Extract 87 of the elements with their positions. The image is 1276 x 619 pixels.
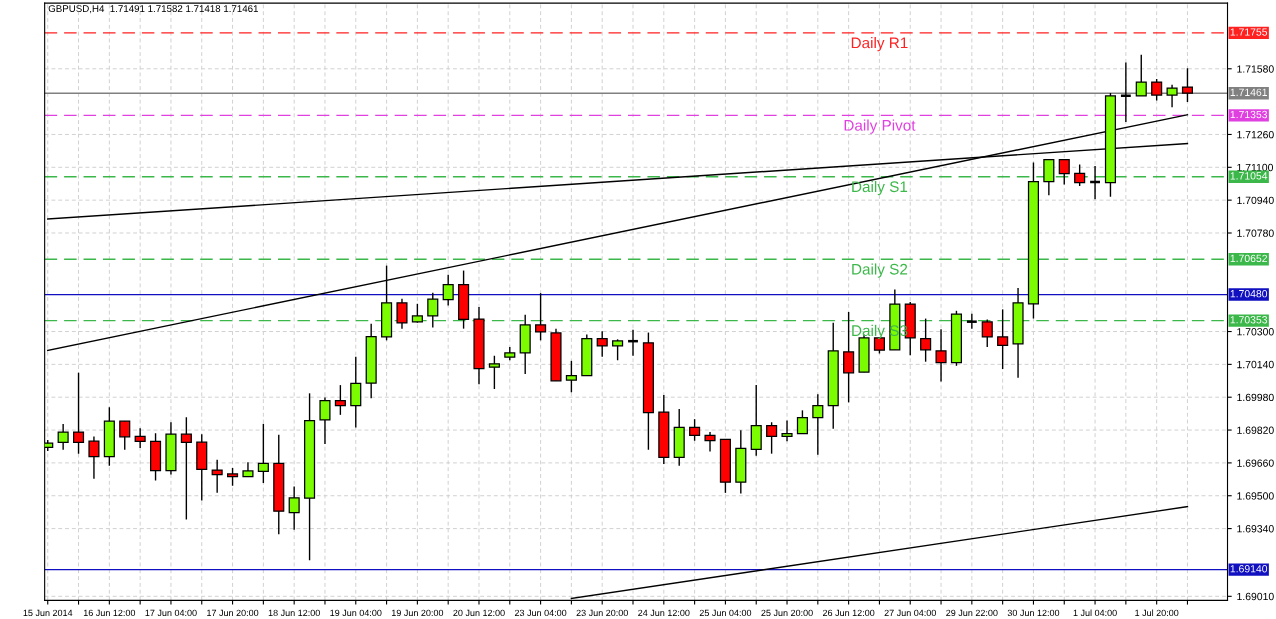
candlestick — [411, 303, 423, 324]
candlestick — [935, 328, 947, 383]
x-tick-label: 17 Jun 20:00 — [207, 609, 259, 617]
candlestick — [72, 372, 85, 455]
x-tick-label: 23 Jun 04:00 — [514, 609, 567, 617]
x-tick-label: 25 Jun 04:00 — [699, 609, 752, 617]
ref-line-label: 1.70652 — [1230, 254, 1268, 263]
candlestick — [1135, 54, 1147, 97]
candlestick — [442, 274, 454, 307]
candlestick — [796, 409, 808, 435]
x-tick-label: 30 Jun 12:00 — [1007, 609, 1060, 617]
x-tick-label: 15 Jun 2014 — [23, 609, 73, 617]
annotation: Daily Pivot — [844, 119, 916, 134]
candlestick — [288, 485, 300, 531]
annotation: Daily S1 — [852, 180, 908, 196]
candlestick — [319, 396, 331, 445]
y-tick-label: 1.70300 — [1237, 328, 1274, 336]
x-tick-label: 24 Jun 12:00 — [638, 609, 690, 617]
x-tick-label: 16 Jun 12:00 — [83, 609, 136, 617]
ref-line-label: 1.71461 — [1230, 88, 1268, 96]
candlestick — [1166, 84, 1178, 109]
x-tick-label: 19 Jun 20:00 — [391, 609, 444, 617]
candlestick — [1074, 163, 1086, 187]
candlestick — [981, 318, 993, 348]
y-tick-label: 1.69500 — [1237, 492, 1274, 500]
y-tick-label: 1.71260 — [1237, 130, 1274, 139]
ref-line-label: 1.69140 — [1230, 565, 1268, 573]
candlestick — [396, 297, 408, 330]
x-tick-label: 1 Jul 20:00 — [1135, 609, 1179, 617]
candlestick — [1181, 67, 1194, 103]
annotation: Daily R1 — [851, 37, 908, 52]
y-tick-label: 1.69980 — [1237, 393, 1274, 402]
candlestick — [88, 435, 100, 480]
candlestick — [488, 355, 500, 390]
candlestick — [781, 419, 793, 443]
candlestick — [334, 384, 346, 416]
x-tick-label: 27 Jun 04:00 — [884, 609, 936, 617]
x-tick-label: 26 Jun 12:00 — [822, 609, 875, 617]
annotation: Daily S2 — [852, 263, 908, 278]
ref-line-label: 1.70480 — [1230, 290, 1268, 298]
candlestick — [596, 330, 608, 358]
candlestick — [1058, 159, 1070, 186]
y-tick-label: 1.69340 — [1237, 525, 1274, 533]
candlestick — [612, 338, 624, 361]
x-tick-label: 18 Jun 12:00 — [268, 609, 320, 617]
candlestick — [997, 308, 1009, 370]
y-tick-label: 1.69820 — [1237, 426, 1274, 434]
ref-line-label: 1.71353 — [1230, 110, 1268, 119]
y-tick-label: 1.71100 — [1237, 163, 1274, 172]
candlestick — [535, 292, 547, 342]
x-tick-label: 17 Jun 04:00 — [145, 609, 197, 617]
candlestick — [1151, 78, 1163, 102]
chart-title: GBPUSD,H4 1.71491 1.71582 1.71418 1.71461 — [48, 5, 258, 14]
candlestick — [689, 418, 701, 442]
x-tick-label: 25 Jun 20:00 — [761, 609, 813, 617]
ref-line-label: 1.70353 — [1230, 316, 1268, 324]
candlestick — [750, 384, 762, 457]
ref-line-label: 1.71755 — [1230, 28, 1268, 36]
y-tick-label: 1.69660 — [1237, 459, 1274, 467]
x-tick-label: 29 Jun 22:00 — [946, 609, 998, 617]
y-tick-label: 1.69010 — [1237, 592, 1274, 601]
candlestick — [119, 420, 131, 451]
candlestick — [180, 416, 192, 521]
y-tick-label: 1.71580 — [1237, 65, 1274, 73]
candlestick — [766, 421, 778, 455]
candlestick — [965, 312, 979, 330]
candlestick — [704, 431, 716, 453]
candlestick — [211, 459, 223, 494]
ref-line-label: 1.71054 — [1230, 172, 1268, 180]
y-tick-label: 1.70780 — [1237, 229, 1274, 237]
candlestick — [350, 356, 362, 429]
candlestick — [1043, 159, 1055, 196]
candlestick — [427, 292, 439, 329]
x-tick-label: 1 Jul 04:00 — [1073, 609, 1117, 617]
candlestick — [1119, 61, 1133, 123]
x-tick-label: 20 Jun 12:00 — [453, 609, 505, 617]
candlestick — [257, 423, 269, 484]
y-tick-label: 1.70140 — [1237, 360, 1274, 369]
candlestick — [812, 393, 824, 456]
candlestick — [565, 360, 577, 393]
x-tick-label: 23 Jun 20:00 — [576, 609, 628, 617]
candlestick — [134, 427, 146, 449]
x-tick-label: 19 Jun 04:00 — [330, 609, 382, 617]
y-tick-label: 1.70940 — [1237, 196, 1274, 205]
candlestick — [920, 317, 932, 363]
candlestick — [57, 423, 69, 451]
annotation: Daily S3 — [852, 324, 908, 340]
